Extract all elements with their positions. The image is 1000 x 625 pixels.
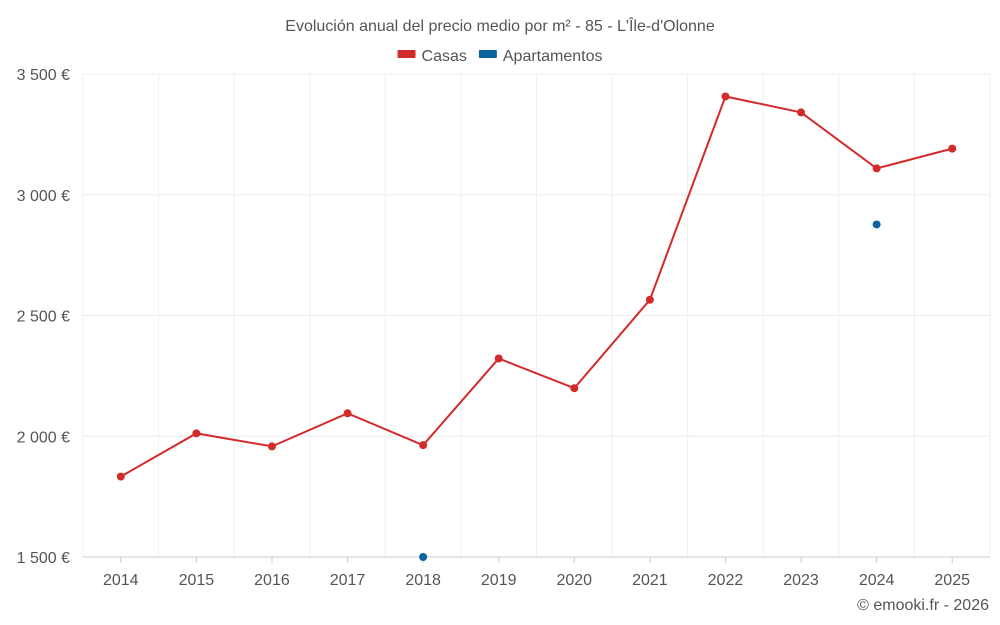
- y-tick-label: 1 500 €: [17, 550, 70, 567]
- legend-swatch: [397, 50, 416, 58]
- data-point-casas-2016[interactable]: [267, 442, 276, 451]
- data-point-apartamentos-2018[interactable]: [419, 553, 428, 561]
- data-point-casas-2020[interactable]: [570, 384, 579, 393]
- data-point-casas-2022[interactable]: [721, 92, 730, 101]
- y-tick-label: 3 000 €: [17, 188, 70, 205]
- data-point-casas-2014[interactable]: [116, 472, 125, 481]
- data-point-casas-2023[interactable]: [797, 108, 806, 117]
- x-tick-label: 2014: [103, 572, 139, 589]
- data-point-casas-2021[interactable]: [645, 295, 654, 304]
- series-apartamentos: [419, 220, 881, 561]
- series-line-casas: [120, 95, 953, 478]
- x-tick-label: 2024: [859, 572, 895, 589]
- legend-label: Apartamentos: [503, 48, 603, 65]
- chart-title: Evolución anual del precio medio por m² …: [285, 16, 715, 35]
- copyright-text: © emooki.fr - 2026: [857, 597, 989, 614]
- data-point-casas-2024[interactable]: [872, 164, 881, 173]
- data-point-casas-2017[interactable]: [343, 409, 352, 418]
- series-layer: [116, 92, 957, 561]
- data-point-casas-2019[interactable]: [494, 354, 503, 363]
- axes: 1 500 € 2 000 € 2 500 € 3 000 € 3 500 € 2014 2…: [17, 67, 990, 589]
- legend-swatch: [478, 50, 497, 58]
- series-casas: [116, 92, 957, 481]
- data-point-apartamentos-2024[interactable]: [872, 220, 881, 229]
- legend: Casas Apartamentos: [397, 48, 603, 65]
- x-tick-label: 2025: [934, 572, 970, 589]
- x-tick-label: 2020: [556, 572, 592, 589]
- x-tick-label: 2022: [708, 572, 744, 589]
- x-tick-label: 2017: [330, 572, 366, 589]
- y-tick-label: 2 500 €: [17, 309, 70, 326]
- data-point-casas-2015[interactable]: [192, 429, 201, 438]
- data-point-casas-2025[interactable]: [948, 144, 957, 153]
- grid-lines: [82, 73, 991, 558]
- legend-item-casas[interactable]: Casas: [397, 48, 467, 65]
- y-tick-label: 2 000 €: [17, 429, 70, 446]
- legend-label: Casas: [422, 48, 467, 65]
- x-tick-label: 2016: [254, 572, 290, 589]
- data-point-casas-2018[interactable]: [419, 441, 428, 450]
- x-tick-label: 2021: [632, 572, 668, 589]
- x-tick-label: 2018: [405, 572, 441, 589]
- x-tick-label: 2019: [481, 572, 517, 589]
- x-tick-label: 2015: [179, 572, 215, 589]
- x-tick-label: 2023: [783, 572, 819, 589]
- y-tick-label: 3 500 €: [17, 67, 70, 84]
- legend-item-apartamentos[interactable]: Apartamentos: [478, 48, 603, 65]
